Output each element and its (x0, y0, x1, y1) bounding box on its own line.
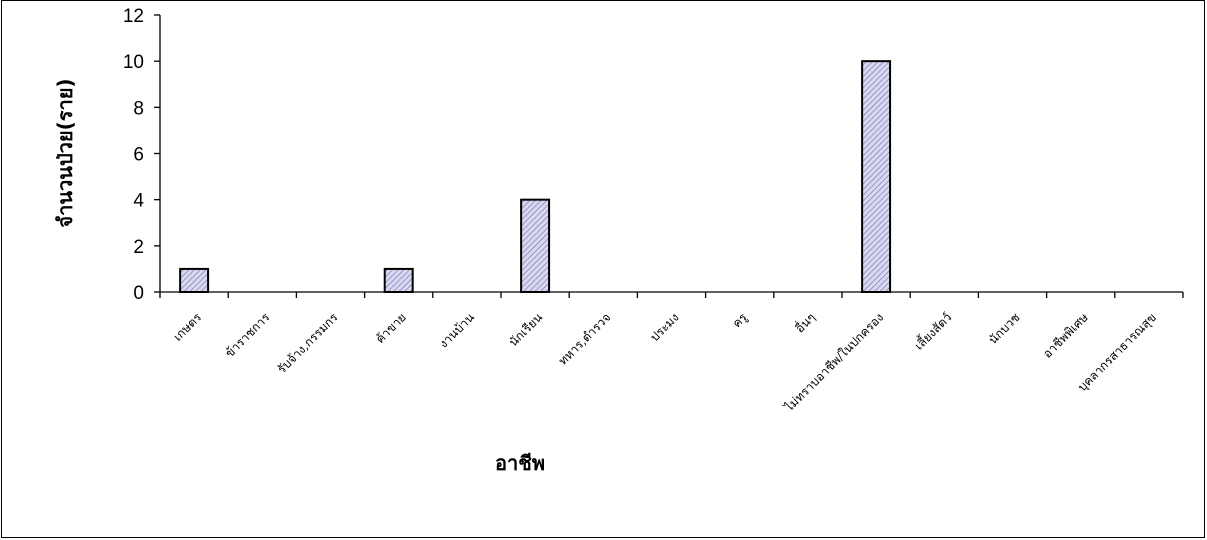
x-tick-label: งานบ้าน (436, 310, 477, 351)
y-tick-label: 10 (123, 52, 144, 73)
x-tick-label: อื่นๆ (791, 309, 818, 336)
bar (861, 60, 892, 293)
y-tick-label: 4 (133, 191, 144, 212)
bar (520, 198, 551, 294)
x-tick-label: ข้าราชการ (222, 310, 272, 360)
bars (179, 60, 892, 294)
x-tick-label: นักเรียน (506, 310, 545, 349)
x-axis-tick-labels: เกษตร ข้าราชการ รับจ้าง,กรรมกร ค้าขาย งานบ้า… (171, 309, 1160, 415)
x-tick-label: อาชีพพิเศษ (1040, 310, 1091, 361)
y-tick-label: 12 (123, 6, 144, 27)
y-tick-label: 6 (133, 145, 144, 166)
y-axis-ticks: 0 2 4 6 8 10 12 (123, 6, 160, 304)
x-tick-label: เกษตร (171, 310, 205, 344)
x-tick-label: ประมง (647, 310, 681, 344)
y-axis-title: จำนวนป่วย(ราย) (53, 78, 77, 227)
bar (179, 267, 210, 293)
y-tick-label: 0 (133, 283, 144, 304)
y-tick-label: 2 (133, 237, 144, 258)
x-tick-label: เลี้ยงสัตว์ (910, 309, 954, 353)
y-tick-label: 8 (133, 98, 144, 119)
x-tick-label: รับจ้าง,กรรมกร (275, 310, 341, 376)
x-tick-label: ทหาร,ตำรวจ (556, 310, 614, 368)
x-axis-title: อาชีพ (495, 451, 545, 475)
bar (383, 267, 414, 293)
x-tick-label: นักบวช (986, 310, 1023, 347)
axes (159, 15, 1184, 298)
x-tick-label: ครู (730, 310, 751, 331)
x-tick-label: ค้าขาย (373, 310, 409, 346)
